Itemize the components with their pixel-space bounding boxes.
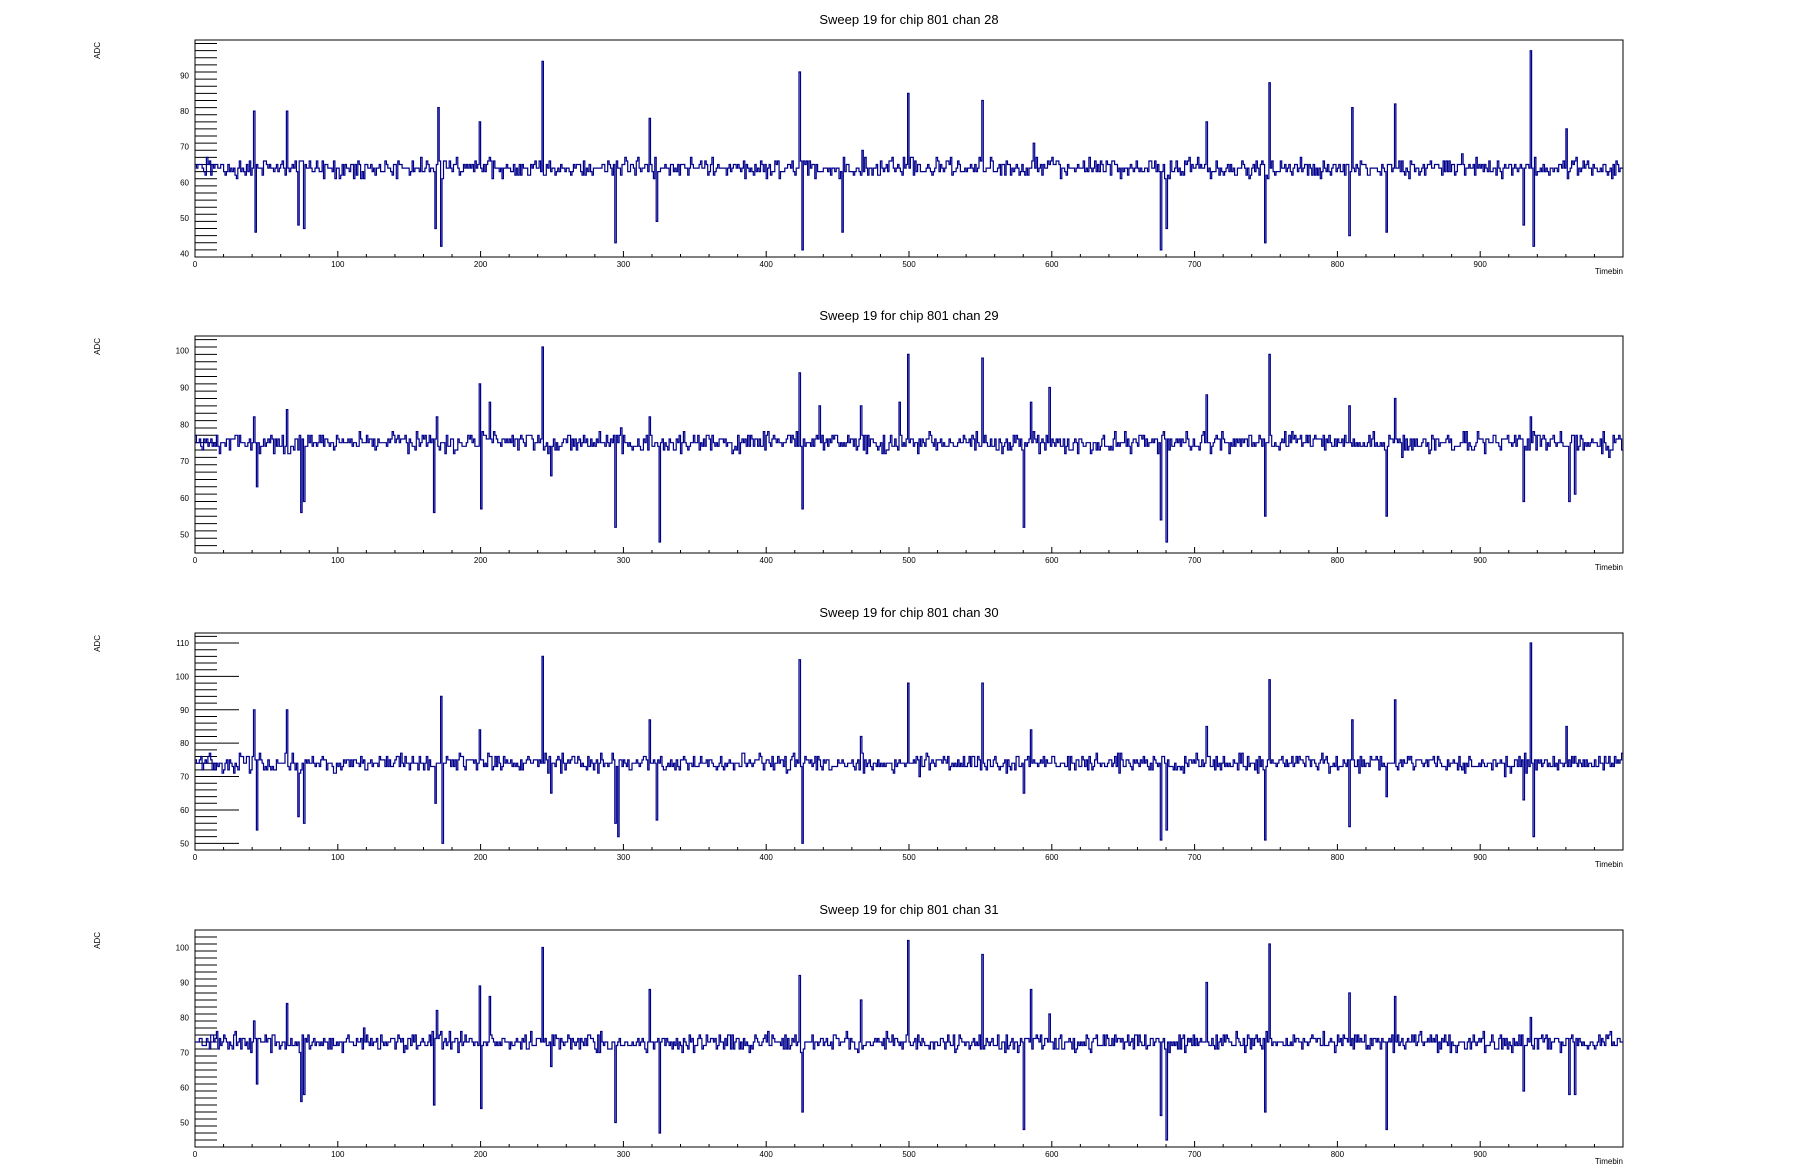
y-tick-label: 80 — [180, 107, 189, 116]
x-tick-label: 700 — [1188, 1150, 1202, 1159]
x-axis-label: Timebin — [1595, 563, 1623, 572]
x-tick-label: 400 — [760, 853, 774, 862]
series-line — [195, 939, 1623, 1141]
x-axis-label: Timebin — [1595, 267, 1623, 276]
x-tick-label: 600 — [1045, 853, 1059, 862]
x-tick-label: 900 — [1474, 260, 1488, 269]
x-tick-label: 200 — [474, 1150, 488, 1159]
panel-1: Sweep 19 for chip 801 chan 29 ADC Timebin 5… — [93, 308, 1624, 572]
y-tick-label: 50 — [180, 839, 189, 848]
y-tick-label: 70 — [180, 773, 189, 782]
x-tick-label: 600 — [1045, 1150, 1059, 1159]
x-tick-label: 900 — [1474, 1150, 1488, 1159]
x-tick-label: 400 — [760, 260, 774, 269]
x-tick-label: 200 — [474, 853, 488, 862]
x-tick-label: 900 — [1474, 556, 1488, 565]
x-tick-label: 0 — [193, 260, 198, 269]
y-tick-label: 100 — [176, 944, 190, 953]
y-tick-label: 50 — [180, 531, 189, 540]
y-tick-label: 60 — [180, 494, 189, 503]
y-axis-label: ADC — [93, 932, 102, 949]
x-tick-label: 600 — [1045, 556, 1059, 565]
panel-title: Sweep 19 for chip 801 chan 29 — [819, 308, 998, 323]
y-tick-label: 90 — [180, 383, 189, 392]
series-line — [195, 642, 1623, 844]
y-tick-label: 60 — [180, 178, 189, 187]
y-axis-label: ADC — [93, 635, 102, 652]
y-axis-label: ADC — [93, 42, 102, 59]
panel-title: Sweep 19 for chip 801 chan 30 — [819, 605, 998, 620]
x-tick-label: 500 — [902, 853, 916, 862]
x-tick-label: 700 — [1188, 853, 1202, 862]
x-tick-label: 0 — [193, 1150, 198, 1159]
x-tick-label: 200 — [474, 556, 488, 565]
series-line — [195, 346, 1623, 543]
x-tick-label: 800 — [1331, 853, 1345, 862]
panel-0: Sweep 19 for chip 801 chan 28 ADC Timebin 4… — [93, 12, 1624, 276]
y-tick-label: 70 — [180, 143, 189, 152]
x-tick-label: 100 — [331, 260, 345, 269]
x-tick-label: 300 — [617, 853, 631, 862]
x-tick-label: 400 — [760, 1150, 774, 1159]
y-tick-label: 110 — [176, 639, 189, 648]
x-tick-label: 700 — [1188, 260, 1202, 269]
y-axis-label: ADC — [93, 338, 102, 355]
x-tick-label: 0 — [193, 853, 198, 862]
x-axis-label: Timebin — [1595, 1157, 1623, 1166]
y-tick-label: 80 — [180, 420, 189, 429]
panel-title: Sweep 19 for chip 801 chan 31 — [819, 902, 998, 917]
x-tick-label: 400 — [760, 556, 774, 565]
y-tick-label: 100 — [176, 347, 190, 356]
y-tick-label: 50 — [180, 214, 189, 223]
x-tick-label: 100 — [331, 853, 345, 862]
y-tick-label: 90 — [180, 706, 189, 715]
x-tick-label: 100 — [331, 556, 345, 565]
panel-3: Sweep 19 for chip 801 chan 31 ADC Timebin 5… — [93, 902, 1624, 1166]
x-axis-label: Timebin — [1595, 860, 1623, 869]
x-tick-label: 300 — [617, 1150, 631, 1159]
x-tick-label: 800 — [1331, 1150, 1345, 1159]
y-tick-label: 40 — [180, 249, 189, 258]
y-tick-label: 50 — [180, 1119, 189, 1128]
x-tick-label: 800 — [1331, 556, 1345, 565]
y-tick-label: 60 — [180, 806, 189, 815]
x-tick-label: 800 — [1331, 260, 1345, 269]
x-tick-label: 700 — [1188, 556, 1202, 565]
y-tick-label: 90 — [180, 72, 189, 81]
x-tick-label: 100 — [331, 1150, 345, 1159]
y-tick-label: 70 — [180, 457, 189, 466]
y-tick-label: 90 — [180, 979, 189, 988]
x-tick-label: 500 — [902, 260, 916, 269]
x-tick-label: 500 — [902, 556, 916, 565]
x-tick-label: 0 — [193, 556, 198, 565]
y-tick-label: 60 — [180, 1084, 189, 1093]
x-tick-label: 300 — [617, 260, 631, 269]
x-tick-label: 900 — [1474, 853, 1488, 862]
panel-2: Sweep 19 for chip 801 chan 30 ADC Timebin 5… — [93, 605, 1624, 869]
y-tick-label: 100 — [176, 672, 190, 681]
y-tick-label: 80 — [180, 1014, 189, 1023]
x-tick-label: 500 — [902, 1150, 916, 1159]
x-tick-label: 200 — [474, 260, 488, 269]
x-tick-label: 300 — [617, 556, 631, 565]
x-tick-label: 600 — [1045, 260, 1059, 269]
y-tick-label: 80 — [180, 739, 189, 748]
panel-title: Sweep 19 for chip 801 chan 28 — [819, 12, 998, 27]
y-tick-label: 70 — [180, 1049, 189, 1058]
series-line — [195, 50, 1623, 251]
